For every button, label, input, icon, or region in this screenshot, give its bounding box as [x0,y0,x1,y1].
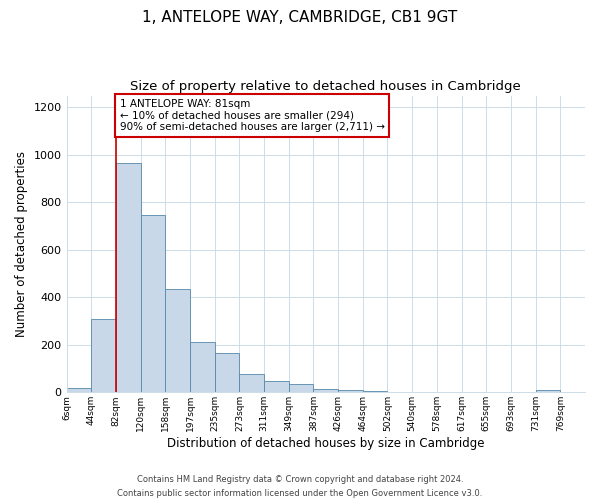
Y-axis label: Number of detached properties: Number of detached properties [15,151,28,337]
Bar [165,289,190,393]
Bar [67,388,91,392]
Bar [239,374,264,392]
Text: Contains HM Land Registry data © Crown copyright and database right 2024.
Contai: Contains HM Land Registry data © Crown c… [118,476,482,498]
Text: 1, ANTELOPE WAY, CAMBRIDGE, CB1 9GT: 1, ANTELOPE WAY, CAMBRIDGE, CB1 9GT [142,10,458,25]
Text: 1 ANTELOPE WAY: 81sqm
← 10% of detached houses are smaller (294)
90% of semi-det: 1 ANTELOPE WAY: 81sqm ← 10% of detached … [119,99,385,132]
Bar [91,318,116,392]
Bar [116,163,140,392]
Bar [363,391,388,392]
Bar [338,390,363,392]
Title: Size of property relative to detached houses in Cambridge: Size of property relative to detached ho… [130,80,521,93]
Bar [140,216,165,392]
Bar [190,342,215,392]
X-axis label: Distribution of detached houses by size in Cambridge: Distribution of detached houses by size … [167,437,485,450]
Bar [289,384,313,392]
Bar [215,353,239,393]
Bar [536,390,560,392]
Bar [264,381,289,392]
Bar [313,388,338,392]
